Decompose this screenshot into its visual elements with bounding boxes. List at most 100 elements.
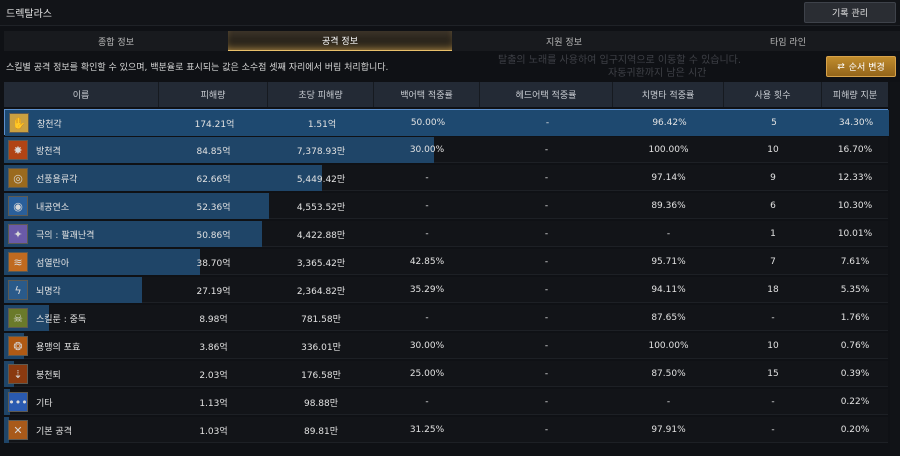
cell-uses: 9 [770,173,776,183]
cell-head: - [545,118,550,128]
damage-share-bar [4,417,10,443]
col-header-name[interactable]: 이름 [4,82,159,107]
more-icon: ••• [8,392,28,412]
col-header-head-attack[interactable]: 헤드어택 적중률 [480,82,613,107]
table-row[interactable]: ◎ 선풍용류각 62.66억 5,449.42만 - - 97.14% 9 12.33% [4,165,888,191]
order-change-button[interactable]: ⇄ 순서 변경 [826,56,896,77]
cell-share: 10.30% [837,201,873,211]
cell-crit: 94.11% [651,285,686,295]
damage-share-bar [4,249,201,275]
cell-crit: 95.71% [651,257,686,267]
claw-icon: ≋ [8,252,28,272]
table-row[interactable]: ✋ 창천각 174.21억 1.51억 50.00% - 96.42% 5 34.30% [4,109,889,136]
table-row[interactable]: ⇣ 붕천퇴 2.03억 176.58만 25.00% - 87.50% 15 0.39% [4,361,888,387]
cell-dps: 2,364.82만 [296,286,346,297]
table-header: 이름 피해량 초당 피해량 백어택 적중률 헤드어택 적중률 치명타 적중률 사… [4,82,888,107]
order-change-label: 순서 변경 [848,63,885,73]
table-row[interactable]: ☠ 스킬룬 : 중독 8.98억 781.58만 - - 87.65% - 1.76% [4,305,888,331]
cell-dps: 5,449.42만 [296,174,346,185]
record-manage-button[interactable]: 기록 관리 [804,2,896,23]
damage-share-bar [4,389,10,415]
tab-timeline[interactable]: 타임 라인 [770,37,806,48]
cell-crit: 89.36% [651,201,686,211]
cell-back: 25.00% [409,369,445,379]
cell-dps: 1.51억 [307,119,337,130]
tab-support[interactable]: 지원 정보 [546,37,582,48]
title-bar: 드렉탈라스 기록 관리 [0,0,900,26]
cell-crit: 87.50% [651,369,686,379]
table-row[interactable]: ◉ 내공연소 52.36억 4,553.52만 - - 89.36% 6 10.30% [4,193,888,219]
background-notice-line: 자동귀환까지 남은 시간 [608,68,707,79]
cell-uses: 15 [767,369,779,379]
table-row[interactable]: ❂ 용맹의 포효 3.86억 336.01만 30.00% - 100.00% 10 0.76% [4,333,888,359]
col-header-back-attack[interactable]: 백어택 적중률 [374,82,480,107]
cell-dps: 3,365.42만 [296,258,346,269]
scrollbar[interactable] [890,82,900,456]
table-row[interactable]: ϟ 뇌명각 27.19억 2,364.82만 35.29% - 94.11% 18 5.35% [4,277,888,303]
lightning-icon: ϟ [8,280,28,300]
table-row[interactable]: ✦ 극의 : 팔괘난격 50.86억 4,422.88만 - - - 1 10.01% [4,221,888,247]
cell-uses: 10 [767,341,779,351]
cell-share: 34.30% [838,118,874,128]
cell-uses: - [771,397,775,407]
cell-back: - [425,229,429,239]
col-header-damage[interactable]: 피해량 [159,82,268,107]
cell-head: - [544,285,549,295]
cell-head: - [544,341,549,351]
cell-name: 섬열란아 [36,258,70,269]
cell-share: 0.22% [840,397,870,407]
cell-head: - [544,397,549,407]
cell-name: 방천격 [36,146,61,157]
cell-name: 창천각 [37,119,62,130]
col-header-crit[interactable]: 치명타 적중률 [613,82,724,107]
whirlwind-icon: ◎ [8,168,28,188]
damage-share-bar [4,137,435,163]
cell-crit: 97.14% [651,173,686,183]
kick-icon: ✋ [9,113,29,133]
table-body: ✋ 창천각 174.21억 1.51억 50.00% - 96.42% 5 34.30% ✸ 방천격… [4,109,889,445]
cell-crit: - [666,229,671,239]
cell-share: 10.01% [837,229,873,239]
cell-damage: 1.03억 [199,426,228,437]
background-notice: 탈출의 노래를 사용하여 입구지역으로 이동할 수 있습니다. 자동귀환까지 남… [498,54,741,80]
cell-back: 35.29% [409,285,445,295]
table-row[interactable]: ✸ 방천격 84.85억 7,378.93만 30.00% - 100.00% 10 16.70… [4,137,888,163]
crossed-fists-icon: ✕ [8,420,28,440]
col-header-dps[interactable]: 초당 피해량 [268,82,374,107]
info-text: 스킬별 공격 정보를 확인할 수 있으며, 백분율로 표시되는 값은 소수점 셋… [6,63,389,73]
window-title: 드렉탈라스 [6,9,52,20]
col-header-uses[interactable]: 사용 횟수 [724,82,822,107]
cell-dps: 89.81만 [303,426,339,437]
cell-dps: 781.58만 [301,314,341,325]
table-row[interactable]: ✕ 기본 공격 1.03억 89.81만 31.25% - 97.91% - 0.20% [4,417,888,443]
cell-share: 1.76% [840,313,870,323]
cell-uses: 7 [770,257,776,267]
damage-share-bar [5,110,889,136]
cell-share: 5.35% [840,285,870,295]
cell-uses: 10 [767,145,779,155]
cell-damage: 50.86억 [196,230,231,241]
cell-head: - [544,257,549,267]
cell-dps: 4,422.88만 [296,230,346,241]
cell-dps: 4,553.52만 [296,202,346,213]
cell-damage: 2.03억 [199,370,228,381]
cell-head: - [544,145,549,155]
swap-icon: ⇄ [837,61,845,72]
roar-icon: ❂ [8,336,28,356]
tab-overview[interactable]: 종합 정보 [98,37,134,48]
tab-attack[interactable]: 공격 정보 [228,31,452,51]
cell-back: - [425,313,429,323]
poison-icon: ☠ [8,308,28,328]
col-header-share[interactable]: 피해량 지분 [832,91,878,101]
fire-strike-icon: ✸ [8,140,28,160]
cell-damage: 8.98억 [199,314,228,325]
slam-icon: ⇣ [8,364,28,384]
cell-head: - [544,173,549,183]
table-row[interactable]: ••• 기타 1.13억 98.88만 - - - - 0.22% [4,389,888,415]
table-row[interactable]: ≋ 섬열란아 38.70억 3,365.42만 42.85% - 95.71% 7 7.61% [4,249,888,275]
attack-table: 이름 피해량 초당 피해량 백어택 적중률 헤드어택 적중률 치명타 적중률 사… [4,82,889,456]
cell-uses: 1 [770,229,776,239]
damage-share-bar [4,193,270,219]
cell-share: 7.61% [840,257,870,267]
cell-crit: 100.00% [648,145,689,155]
